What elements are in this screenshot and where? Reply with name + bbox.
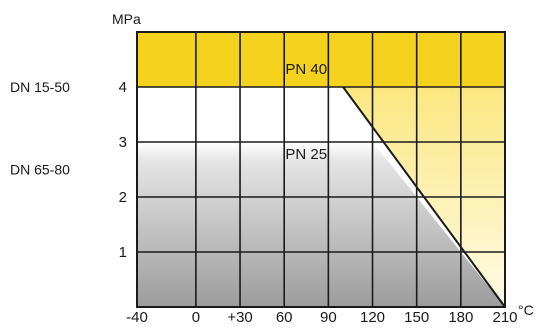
- grid: [136, 31, 506, 308]
- x-tick-label: 150: [404, 309, 429, 326]
- x-tick-label: 180: [448, 309, 473, 326]
- region-label: PN 40: [285, 61, 327, 78]
- y-tick-label: 3: [119, 134, 127, 151]
- region-label: PN 25: [285, 146, 327, 163]
- region-labels: PN 40 PN 25: [285, 61, 327, 163]
- x-tick-label: 60: [276, 309, 293, 326]
- y-tick-labels: 1 2 3 4: [119, 79, 127, 261]
- pn40-top-band: [137, 32, 505, 87]
- x-tick-label: 210: [492, 309, 517, 326]
- plot-frame: [136, 31, 506, 308]
- y-tick-label: 2: [119, 189, 127, 206]
- side-label: DN 15-50: [10, 79, 70, 95]
- x-axis-unit: °C: [518, 302, 534, 318]
- side-labels: DN 15-50 DN 65-80: [10, 79, 70, 178]
- x-tick-label: -40: [126, 309, 148, 326]
- y-axis-unit: MPa: [112, 11, 141, 27]
- side-label: DN 65-80: [10, 162, 70, 178]
- x-tick-label: 0: [192, 309, 200, 326]
- y-tick-label: 4: [119, 79, 127, 96]
- pn25-area: [137, 142, 505, 307]
- y-tick-label: 1: [119, 244, 127, 261]
- x-tick-label: 90: [320, 309, 337, 326]
- x-tick-labels: -40 0 +30 60 90 120 150 180 210: [126, 309, 517, 326]
- x-tick-label: 120: [360, 309, 385, 326]
- x-tick-label: +30: [227, 309, 252, 326]
